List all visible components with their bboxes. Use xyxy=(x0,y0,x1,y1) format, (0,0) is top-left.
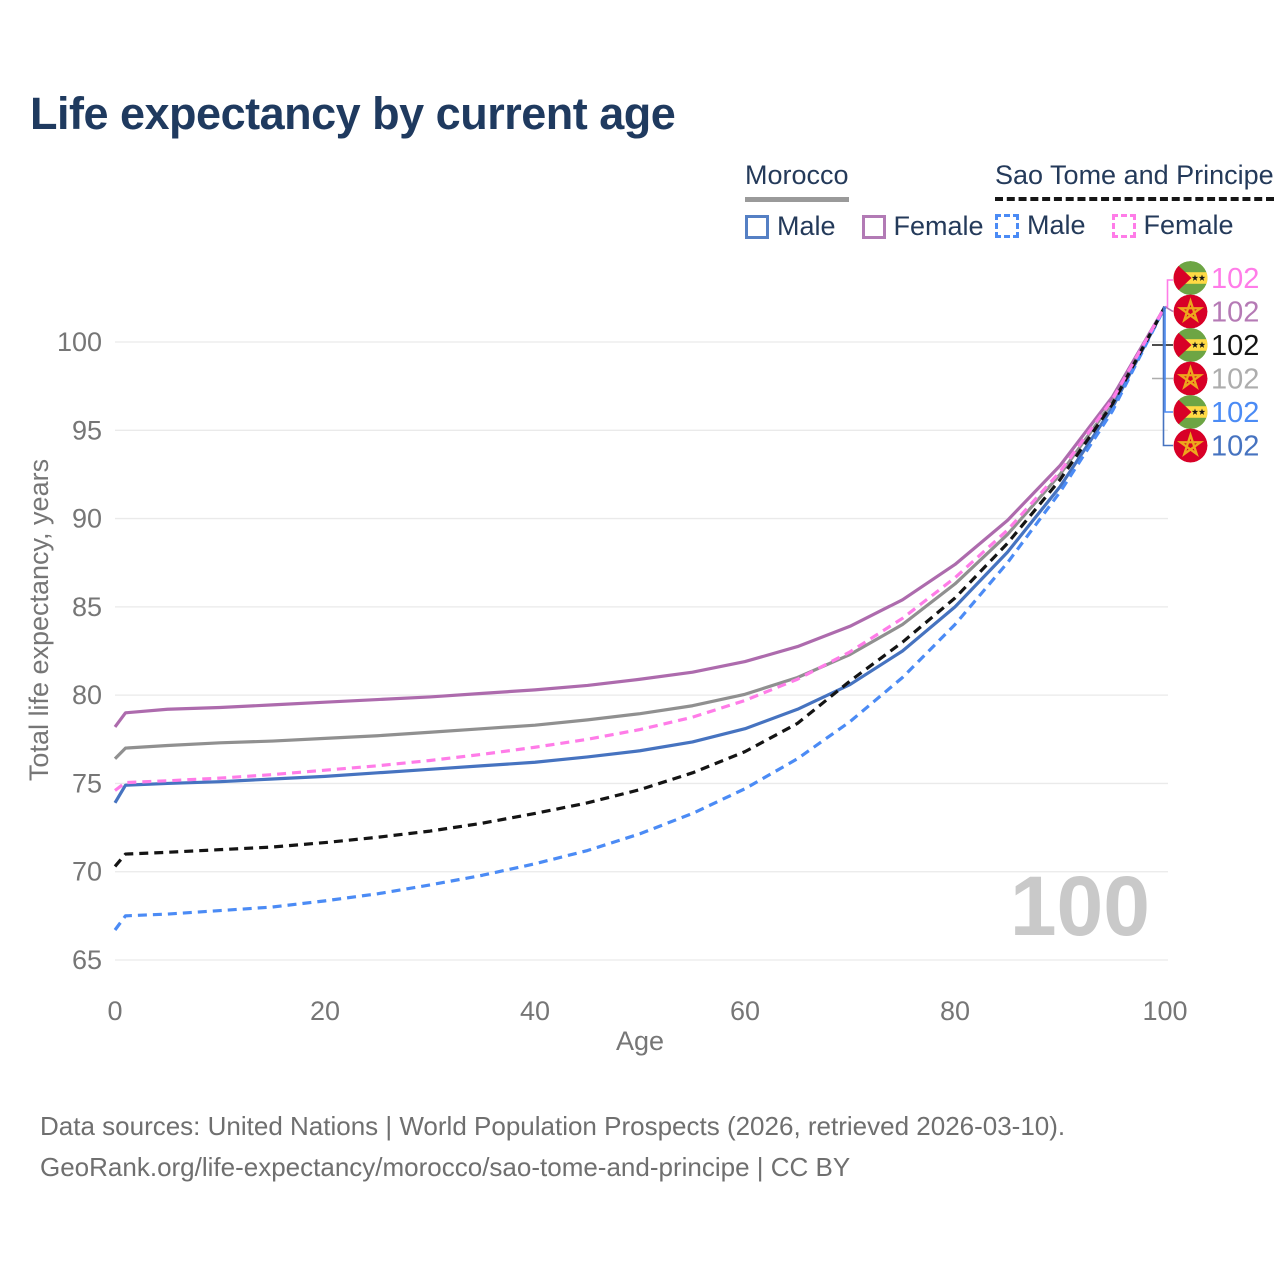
footer-url: GeoRank.org/life-expectancy/morocco/sao-… xyxy=(40,1152,851,1182)
series-line-morocco-female[interactable] xyxy=(113,305,1167,728)
leader-line xyxy=(1164,306,1173,413)
axes-layer: 65 70 75 80 85 90 95 100 0 20 40 60 80 100 Age Total li… xyxy=(24,327,1188,1056)
x-tick-label: 60 xyxy=(730,996,760,1026)
series-layer xyxy=(113,305,1167,931)
end-value-label: 102 xyxy=(1211,263,1259,295)
flag-icon-sao-tome-and-principe xyxy=(1173,395,1208,429)
flag-icon-sao-tome-and-principe xyxy=(1173,261,1208,295)
end-value-label: 102 xyxy=(1211,364,1259,396)
flag-triangle xyxy=(1173,328,1192,362)
y-tick-label: 70 xyxy=(72,857,102,887)
legend-swatch-sao-tome-female-icon xyxy=(1111,213,1136,238)
legend-items-sao-tome: Male Female xyxy=(995,210,1274,241)
leader-line xyxy=(1164,306,1174,313)
end-flags-layer xyxy=(1173,261,1208,463)
leader-line xyxy=(1165,279,1173,308)
flag-icon-morocco xyxy=(1173,294,1208,329)
end-value-label: 102 xyxy=(1211,397,1259,429)
x-tick-label: 80 xyxy=(940,996,970,1026)
legend-group-morocco: Morocco Male Female xyxy=(745,160,984,242)
age-counter-watermark: 100 xyxy=(1009,859,1150,953)
x-tick-label: 0 xyxy=(107,996,122,1026)
leader-line xyxy=(1162,306,1173,447)
series-line-sao-tome-and-principe-female[interactable] xyxy=(114,305,1167,792)
y-tick-label: 85 xyxy=(72,592,102,622)
flag-star xyxy=(1191,274,1199,281)
flag-art xyxy=(1173,395,1208,429)
footer-sources: Data sources: United Nations | World Pop… xyxy=(40,1111,1066,1141)
flag-art xyxy=(1173,428,1208,463)
series-line-sao-tome-and-principe-male[interactable] xyxy=(113,305,1167,931)
legend-group-sao-tome: Sao Tome and Principe Male Female xyxy=(995,160,1274,241)
legend-label-sao-tome-male: Male xyxy=(1027,210,1086,240)
legend-label-sao-tome-female: Female xyxy=(1143,210,1234,240)
legend-item-sao-tome-male[interactable]: Male xyxy=(995,210,1086,241)
legend-item-sao-tome-female[interactable]: Female xyxy=(1111,210,1234,241)
legend-items-morocco: Male Female xyxy=(745,211,984,242)
flag-star xyxy=(1198,408,1206,415)
flag-triangle xyxy=(1173,261,1192,295)
flag-art xyxy=(1173,328,1208,362)
legend-swatch-morocco-male-icon xyxy=(745,214,769,239)
y-axis-title: Total life expectancy, years xyxy=(24,459,54,781)
legend-item-morocco-male[interactable]: Male xyxy=(745,211,836,242)
series-line-sao-tome-and-principe-all[interactable] xyxy=(113,305,1167,868)
x-tick-label: 40 xyxy=(520,996,550,1026)
flag-art xyxy=(1173,261,1208,295)
flag-field xyxy=(1173,428,1208,463)
flag-star xyxy=(1198,341,1206,348)
gridlines-layer xyxy=(115,341,1168,961)
flag-field xyxy=(1173,294,1208,329)
y-tick-label: 65 xyxy=(72,945,102,975)
flag-art xyxy=(1173,294,1208,329)
legend-swatch-morocco-female-icon xyxy=(861,214,886,239)
y-tick-label: 95 xyxy=(72,415,102,445)
legend-swatch-sao-tome-male-icon xyxy=(995,213,1019,238)
footer: Data sources: United Nations | World Pop… xyxy=(40,1106,1065,1188)
series-line-morocco-all[interactable] xyxy=(113,305,1167,760)
legend-label-morocco-male: Male xyxy=(777,211,836,241)
leader-lines-layer xyxy=(1152,279,1174,447)
page-title: Life expectancy by current age xyxy=(30,88,676,139)
flag-star xyxy=(1191,408,1199,415)
legend-item-morocco-female[interactable]: Female xyxy=(861,211,984,242)
flag-star xyxy=(1176,364,1205,390)
series-line-morocco-male[interactable] xyxy=(113,305,1167,804)
flag-icon-sao-tome-and-principe xyxy=(1173,328,1208,362)
y-tick-label: 100 xyxy=(57,327,102,357)
x-tick-label: 100 xyxy=(1142,996,1187,1026)
y-tick-label: 75 xyxy=(72,768,102,798)
legend-country-morocco[interactable]: Morocco xyxy=(745,160,849,202)
flag-triangle xyxy=(1173,395,1192,429)
flag-art xyxy=(1173,361,1208,396)
flag-icon-morocco xyxy=(1173,428,1208,463)
y-tick-label: 80 xyxy=(72,680,102,710)
end-value-label: 102 xyxy=(1211,330,1259,362)
flag-star xyxy=(1191,341,1199,348)
legend-label-morocco-female: Female xyxy=(893,211,984,241)
flag-star xyxy=(1176,297,1205,323)
flag-star xyxy=(1198,274,1206,281)
end-value-label: 102 xyxy=(1211,431,1259,463)
x-axis-title: Age xyxy=(616,1026,664,1056)
flag-field xyxy=(1173,361,1208,396)
legend-country-sao-tome[interactable]: Sao Tome and Principe xyxy=(995,160,1274,201)
end-value-label: 102 xyxy=(1211,297,1259,329)
y-tick-label: 90 xyxy=(72,504,102,534)
x-tick-label: 20 xyxy=(310,996,340,1026)
flag-star xyxy=(1176,431,1205,457)
flag-icon-morocco xyxy=(1173,361,1208,396)
